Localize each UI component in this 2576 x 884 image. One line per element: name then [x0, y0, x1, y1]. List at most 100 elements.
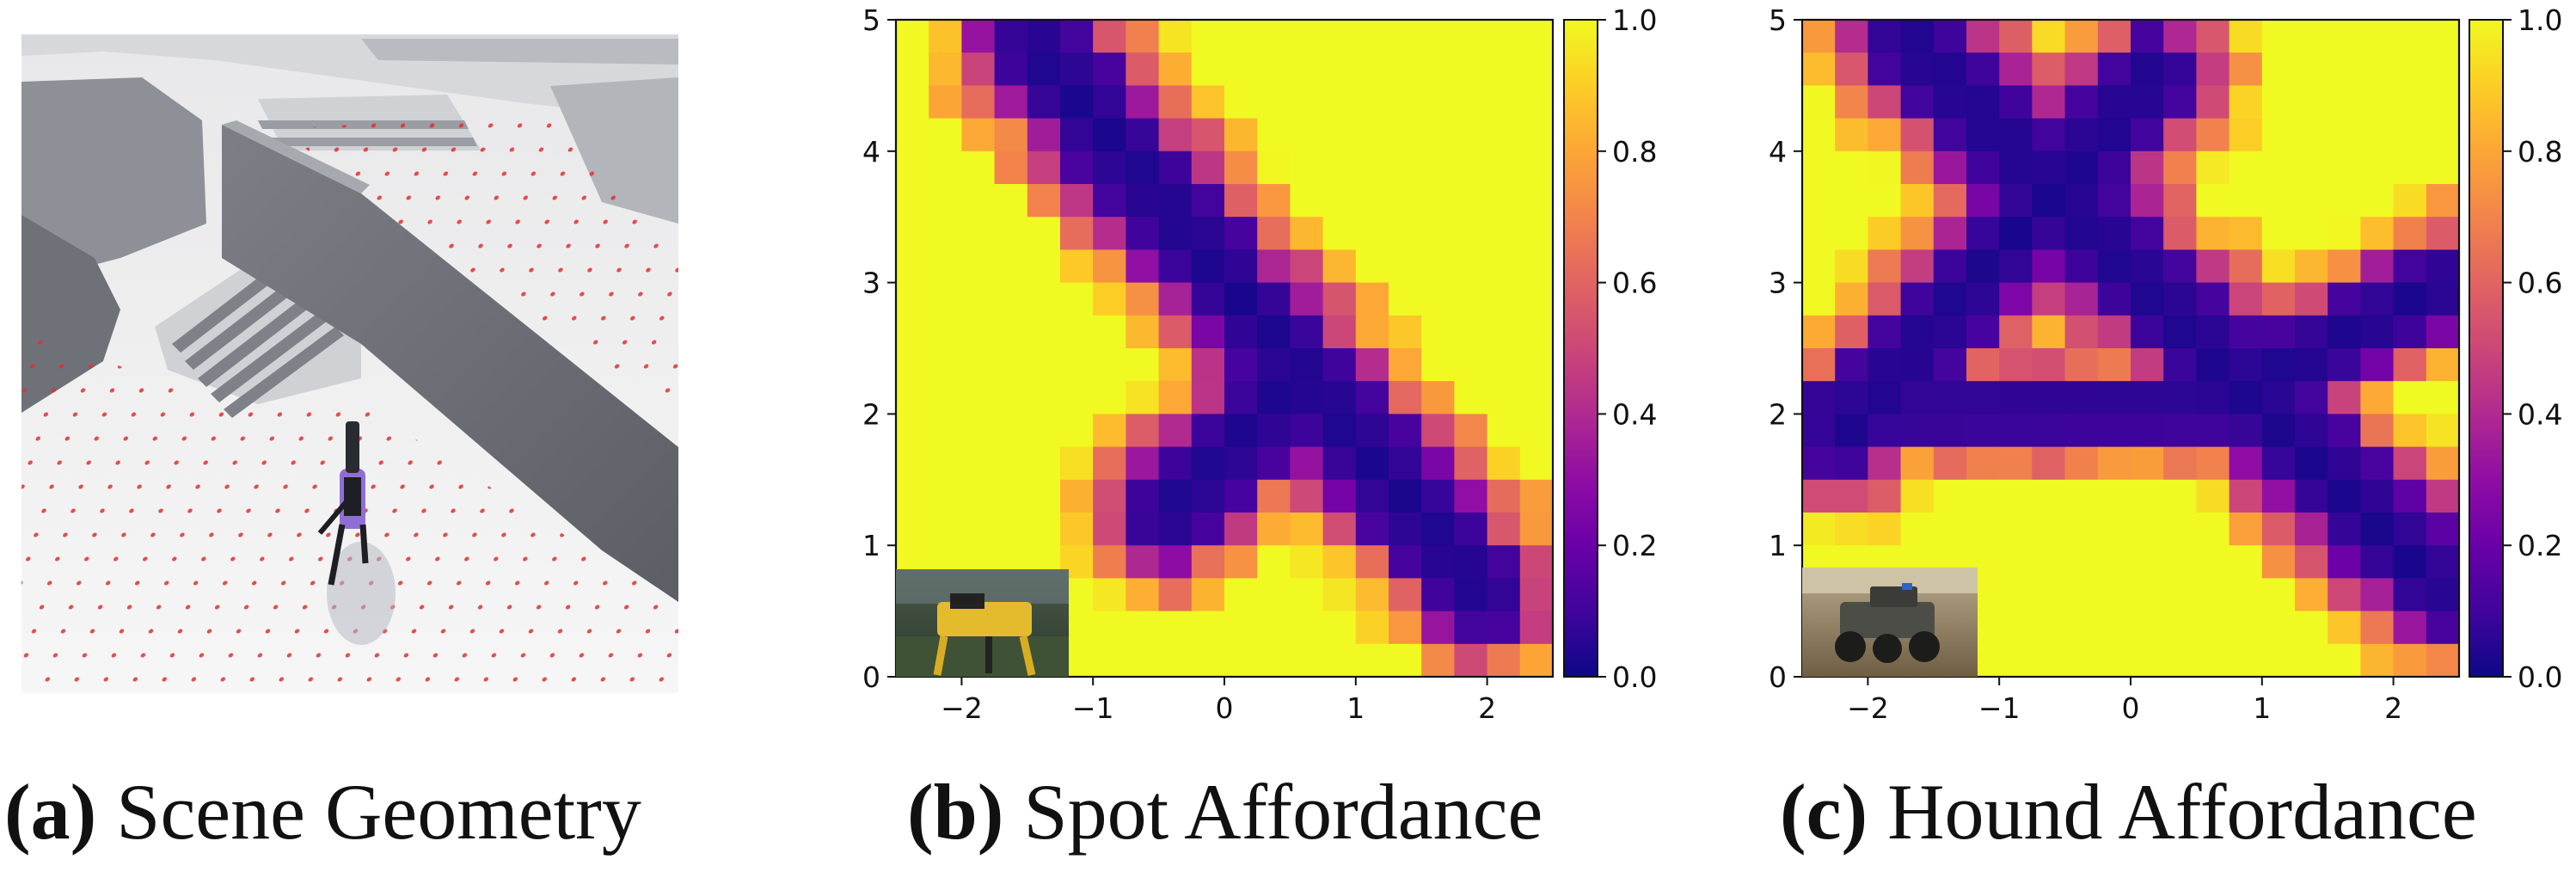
heatmap-cell	[2229, 20, 2263, 53]
heatmap-cell	[2097, 184, 2131, 218]
heatmap-cell	[2163, 578, 2197, 612]
heatmap-cell	[961, 414, 996, 448]
heatmap-cell	[1900, 479, 1935, 513]
heatmap-cell	[1224, 150, 1258, 185]
heatmap-cell	[1355, 611, 1389, 645]
heatmap-cell	[1900, 446, 1935, 481]
heatmap-cell	[1224, 513, 1258, 546]
heatmap-cell	[2295, 118, 2328, 152]
heatmap-cell	[1900, 20, 1935, 53]
heatmap-cell	[1355, 118, 1389, 152]
heatmap-cell	[896, 479, 929, 513]
heatmap-cell	[2064, 315, 2099, 349]
heatmap-cell	[1060, 249, 1094, 284]
colorbar-tick-label: 0.4	[1612, 397, 1657, 431]
heatmap-cell	[1389, 282, 1422, 316]
heatmap-cell	[1125, 578, 1160, 612]
heatmap-cell	[1060, 479, 1094, 513]
heatmap-cell	[1868, 282, 1902, 316]
heatmap-cell	[1389, 52, 1422, 86]
heatmap-cell	[1224, 184, 1258, 218]
heatmap-cell	[1125, 52, 1160, 86]
heatmap-cell	[2163, 414, 2197, 448]
heatmap-cell	[2360, 52, 2395, 86]
heatmap-cell	[1257, 184, 1291, 218]
heatmap-cell	[2064, 118, 2099, 152]
heatmap-cell	[1290, 52, 1324, 86]
heatmap-cell	[2196, 118, 2230, 152]
spot-colorbar	[1563, 19, 1598, 678]
heatmap-cell	[1224, 315, 1258, 349]
heatmap-cell	[2261, 249, 2296, 284]
heatmap-cell	[1093, 513, 1126, 546]
heatmap-cell	[2295, 513, 2328, 546]
heatmap-cell	[2229, 150, 2263, 185]
heatmap-cell	[1868, 479, 1902, 513]
heatmap-cell	[1027, 85, 1061, 120]
heatmap-cell	[1224, 249, 1258, 284]
heatmap-cell	[2032, 150, 2066, 185]
y-tick-label: 4	[1769, 135, 1787, 169]
heatmap-cell	[929, 52, 962, 86]
heatmap-cell	[1454, 578, 1488, 612]
heatmap-cell	[2163, 184, 2197, 218]
heatmap-cell	[1421, 217, 1455, 250]
heatmap-cell	[2196, 643, 2230, 678]
heatmap-cell	[2064, 643, 2099, 678]
heatmap-cell	[1868, 20, 1902, 53]
heatmap-cell	[2131, 348, 2164, 382]
heatmap-cell	[1835, 446, 1868, 481]
heatmap-cell	[2295, 381, 2328, 414]
heatmap-cell	[2229, 381, 2263, 414]
heatmap-cell	[2393, 282, 2427, 316]
heatmap-cell	[961, 315, 996, 349]
heatmap-cell	[1519, 545, 1554, 579]
heatmap-cell	[961, 52, 996, 86]
heatmap-cell	[2393, 217, 2427, 250]
heatmap-cell	[1835, 118, 1868, 152]
heatmap-cell	[994, 85, 1028, 120]
heatmap-cell	[1290, 315, 1324, 349]
heatmap-cell	[994, 282, 1028, 316]
heatmap-cell	[2426, 20, 2460, 53]
heatmap-cell	[1966, 315, 2000, 349]
heatmap-cell	[994, 414, 1028, 448]
heatmap-cell	[961, 479, 996, 513]
heatmap-cell	[2328, 52, 2361, 86]
heatmap-cell	[1454, 184, 1488, 218]
heatmap-cell	[1322, 150, 1357, 185]
heatmap-cell	[2032, 118, 2066, 152]
heatmap-cell	[1933, 118, 1967, 152]
y-tick-label: 1	[1769, 529, 1787, 562]
heatmap-cell	[1868, 513, 1902, 546]
heatmap-cell	[2426, 414, 2460, 448]
heatmap-cell	[2064, 381, 2099, 414]
heatmap-cell	[1519, 348, 1554, 382]
heatmap-cell	[2393, 414, 2427, 448]
heatmap-cell	[1421, 611, 1455, 645]
heatmap-cell	[1487, 184, 1521, 218]
heatmap-cell	[2131, 446, 2164, 481]
heatmap-cell	[1835, 513, 1868, 546]
spot-affordance-heatmap	[896, 20, 1554, 678]
heatmap-cell	[1125, 643, 1160, 678]
heatmap-cell	[2360, 446, 2395, 481]
heatmap-cell	[1389, 513, 1422, 546]
heatmap-cell	[2393, 315, 2427, 349]
x-tick-label: −1	[1978, 691, 2021, 725]
heatmap-cell	[1158, 118, 1193, 152]
heatmap-cell	[2229, 578, 2263, 612]
heatmap-cell	[1487, 20, 1521, 53]
heatmap-cell	[1125, 217, 1160, 250]
caption-b: (b) Spot Affordance	[907, 772, 1543, 851]
heatmap-cell	[1900, 414, 1935, 448]
heatmap-cell	[2360, 479, 2395, 513]
heatmap-cell	[1322, 446, 1357, 481]
heatmap-cell	[1835, 217, 1868, 250]
heatmap-cell	[2328, 282, 2361, 316]
heatmap-cell	[2131, 479, 2164, 513]
heatmap-cell	[1868, 414, 1902, 448]
heatmap-cell	[1158, 150, 1193, 185]
heatmap-cell	[994, 150, 1028, 185]
